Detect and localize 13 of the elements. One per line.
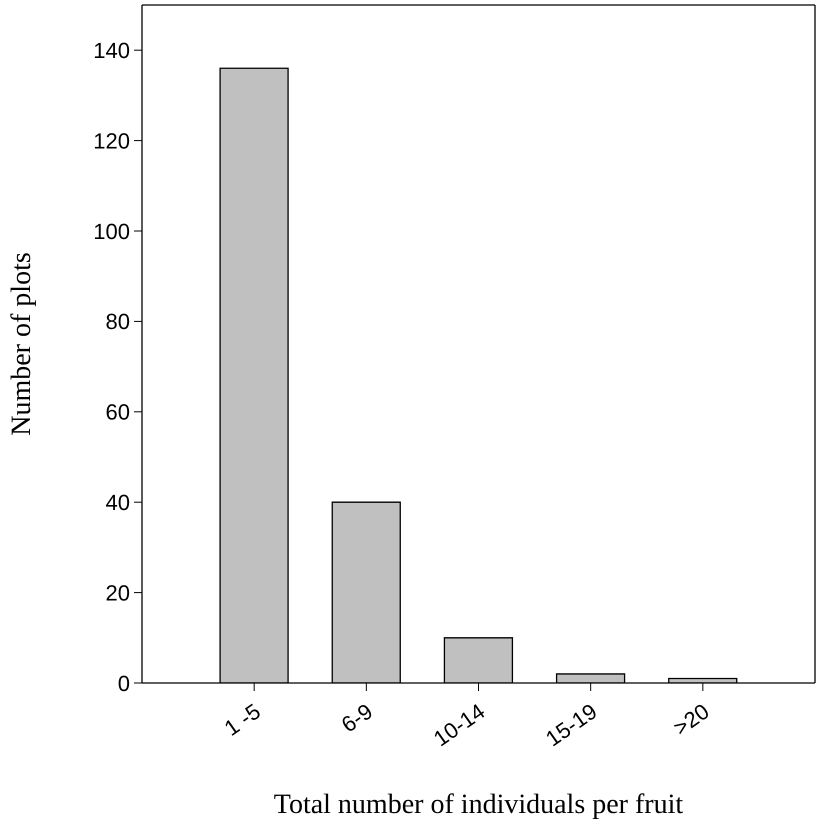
y-tick-label: 20 bbox=[106, 580, 130, 606]
x-tick-label: 1 -5 bbox=[220, 698, 266, 741]
x-tick-label: >20 bbox=[668, 698, 714, 741]
y-tick-label: 0 bbox=[118, 670, 130, 696]
x-tick-label: 6-9 bbox=[336, 698, 378, 738]
y-tick-label: 80 bbox=[106, 309, 130, 334]
y-tick-label: 140 bbox=[93, 38, 130, 64]
x-axis-title: Total number of individuals per fruit bbox=[274, 789, 684, 820]
y-axis-title: Number of plots bbox=[6, 252, 37, 436]
y-tick-label: 60 bbox=[106, 400, 130, 425]
y-tick-label: 40 bbox=[106, 490, 130, 516]
y-tick-label: 100 bbox=[93, 218, 130, 244]
y-tick-label: 120 bbox=[93, 128, 130, 154]
